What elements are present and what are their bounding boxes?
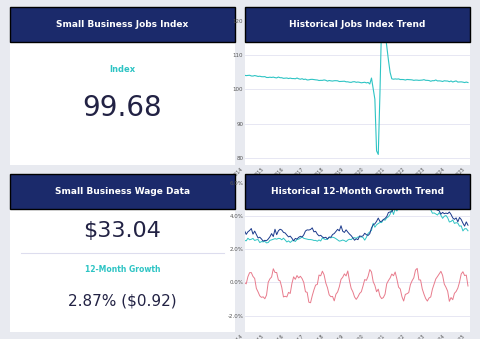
Weekly Hours [391, 274, 396, 278]
Text: 12-Month Growth: 12-Month Growth [85, 264, 160, 274]
Hourly Earnings [455, 221, 461, 225]
FancyBboxPatch shape [244, 7, 470, 42]
Weekly Earnings [241, 228, 247, 233]
Weekly Earnings [408, 193, 413, 197]
Weekly Hours [384, 282, 390, 286]
Text: Historical Jobs Index Trend: Historical Jobs Index Trend [289, 20, 426, 29]
Weekly Hours [460, 270, 466, 274]
Hourly Earnings [465, 229, 471, 233]
Weekly Earnings [455, 220, 461, 224]
Line: Hourly Earnings: Hourly Earnings [244, 198, 468, 243]
Weekly Earnings [397, 197, 403, 201]
Text: Hourly Earnings: Hourly Earnings [88, 198, 157, 207]
Hourly Earnings [264, 241, 269, 245]
Hourly Earnings [257, 241, 263, 245]
Weekly Hours [414, 266, 420, 271]
Weekly Hours [397, 287, 403, 291]
Weekly Earnings [257, 235, 263, 239]
Text: Small Business Wage Data: Small Business Wage Data [55, 187, 190, 196]
Text: 2.87% ($0.92): 2.87% ($0.92) [68, 293, 177, 308]
Hourly Earnings [384, 216, 390, 220]
Line: Weekly Earnings: Weekly Earnings [244, 195, 468, 241]
Text: 99.68: 99.68 [83, 94, 162, 122]
FancyBboxPatch shape [244, 174, 470, 209]
Text: Small Business Jobs Index: Small Business Jobs Index [57, 20, 189, 29]
Weekly Hours [308, 301, 313, 305]
Hourly Earnings [391, 213, 396, 217]
Weekly Hours [455, 286, 461, 290]
Weekly Earnings [465, 223, 471, 227]
Weekly Earnings [260, 239, 266, 243]
Hourly Earnings [404, 196, 410, 200]
Text: Index: Index [109, 65, 136, 75]
Line: Weekly Hours: Weekly Hours [244, 268, 468, 303]
Weekly Hours [465, 284, 471, 288]
FancyBboxPatch shape [10, 174, 236, 209]
Weekly Earnings [384, 215, 390, 219]
Weekly Earnings [460, 221, 466, 225]
Hourly Earnings [460, 229, 466, 233]
FancyBboxPatch shape [10, 7, 236, 42]
Hourly Earnings [241, 238, 247, 242]
Weekly Earnings [391, 206, 396, 211]
Hourly Earnings [397, 201, 403, 205]
Text: Historical 12-Month Growth Trend: Historical 12-Month Growth Trend [271, 187, 444, 196]
Text: $33.04: $33.04 [84, 221, 161, 241]
Weekly Hours [241, 281, 247, 285]
Weekly Hours [257, 294, 263, 298]
